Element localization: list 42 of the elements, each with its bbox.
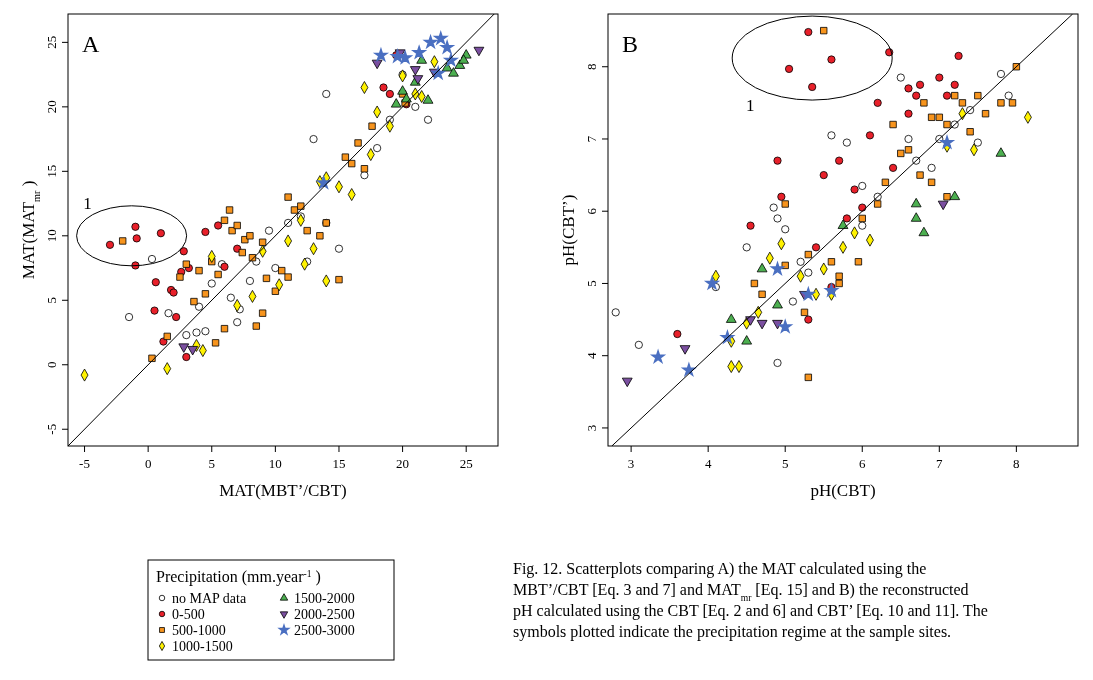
x-tick-label: 7 — [936, 456, 944, 471]
x-tick-label: 6 — [859, 456, 867, 471]
y-tick-label: 25 — [44, 35, 59, 49]
x-tick-label: 8 — [1013, 456, 1020, 471]
y-tick-label: 7 — [584, 135, 599, 143]
x-tick-label: 4 — [704, 456, 712, 471]
legend-label: 2500-3000 — [294, 623, 355, 638]
y-tick-label: 15 — [44, 164, 59, 178]
y-tick-label: 0 — [44, 361, 59, 369]
y-tick-label: 4 — [584, 351, 599, 359]
x-tick-label: 5 — [208, 456, 216, 471]
annotation: 1 — [83, 193, 92, 213]
legend-label: 1500-2000 — [294, 591, 355, 606]
legend-label: no MAP data — [172, 591, 247, 606]
x-tick-label: 15 — [332, 456, 346, 471]
y-tick-label: 20 — [44, 100, 59, 114]
caption: Fig. 12. Scatterplots comparing A) the MAT calculated using the MBT’/CBT [Eq. 3 and 7] and MAT$_{mr}$ [Eq. 15] and B) the reconstructed pH calculated using the CBT [Eq. 2 and 6] and CBT’ [Eq. 10 and 11]. The symbols plotted indicate the precipitation regime at the sample sites. — [513, 560, 988, 641]
text: B — [622, 31, 639, 57]
legend-label: 0-500 — [172, 607, 205, 622]
y-tick-label: -5 — [44, 423, 59, 435]
x-tick-label: 0 — [144, 456, 152, 471]
x-axis-title: pH(CBT) — [810, 481, 876, 500]
y-tick-label: 5 — [44, 297, 59, 304]
y-tick-label: 6 — [584, 207, 599, 215]
y-axis-title: pH(CBT’) — [559, 194, 578, 266]
x-tick-label: 20 — [396, 456, 410, 471]
x-tick-label: 3 — [627, 456, 635, 471]
x-tick-label: 25 — [459, 456, 473, 471]
x-tick-label: 10 — [268, 456, 282, 471]
y-tick-label: 10 — [44, 229, 59, 243]
legend-label: 500-1000 — [172, 623, 226, 638]
annotation: 1 — [745, 95, 755, 115]
y-tick-label: 5 — [584, 280, 599, 287]
legend-label: 1000-1500 — [172, 639, 233, 654]
x-tick-label: 5 — [781, 456, 789, 471]
y-tick-label: 8 — [584, 63, 599, 70]
legend-label: 2000-2500 — [294, 607, 355, 622]
x-tick-label: -5 — [79, 456, 90, 471]
y-tick-label: 3 — [584, 424, 599, 432]
x-axis-title: MAT(MBT’/CBT) — [219, 481, 347, 500]
text: A — [82, 31, 100, 57]
legend-title: Precipitation (mm.year$^{-1}$) — [156, 567, 321, 586]
